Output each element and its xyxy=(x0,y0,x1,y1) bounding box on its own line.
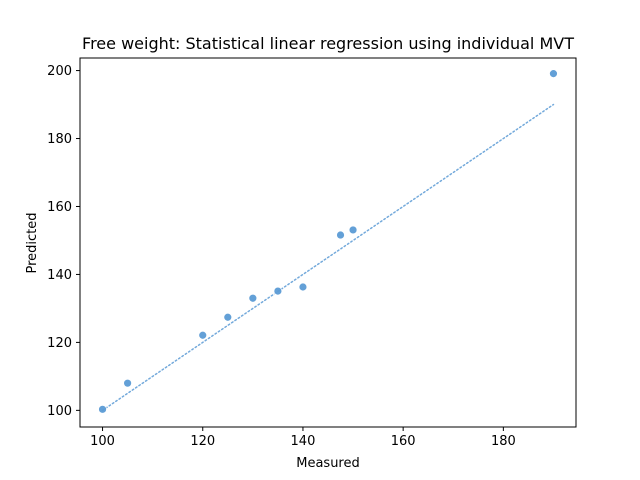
data-point xyxy=(123,378,132,388)
data-point xyxy=(298,282,308,292)
data-point xyxy=(348,225,358,235)
x-tick-label: 140 xyxy=(291,434,316,449)
x-tick-label: 180 xyxy=(491,434,516,449)
y-tick-label: 180 xyxy=(47,132,72,147)
data-point xyxy=(248,293,258,303)
data-point xyxy=(223,312,233,322)
y-tick-label: 200 xyxy=(47,64,72,79)
chart-title: Free weight: Statistical linear regressi… xyxy=(82,34,574,53)
x-axis-label: Measured xyxy=(296,456,360,471)
x-tick-label: 100 xyxy=(90,434,115,449)
plot-area xyxy=(98,69,558,414)
y-tick-label: 120 xyxy=(47,336,72,351)
y-tick-label: 100 xyxy=(47,404,72,419)
data-point xyxy=(198,330,208,340)
x-tick-label: 160 xyxy=(391,434,416,449)
data-point xyxy=(549,69,558,79)
x-tick-label: 120 xyxy=(190,434,215,449)
data-point xyxy=(273,286,283,296)
data-point xyxy=(98,404,107,414)
plot-frame xyxy=(79,57,577,428)
y-tick-label: 160 xyxy=(47,200,72,215)
identity-line xyxy=(101,103,555,412)
y-axis-label: Predicted xyxy=(25,212,40,273)
data-point xyxy=(336,230,345,240)
axes: 100 120 140 160 180 100 120 140 160 180 200 xyxy=(47,64,516,449)
y-tick-label: 140 xyxy=(47,268,72,283)
